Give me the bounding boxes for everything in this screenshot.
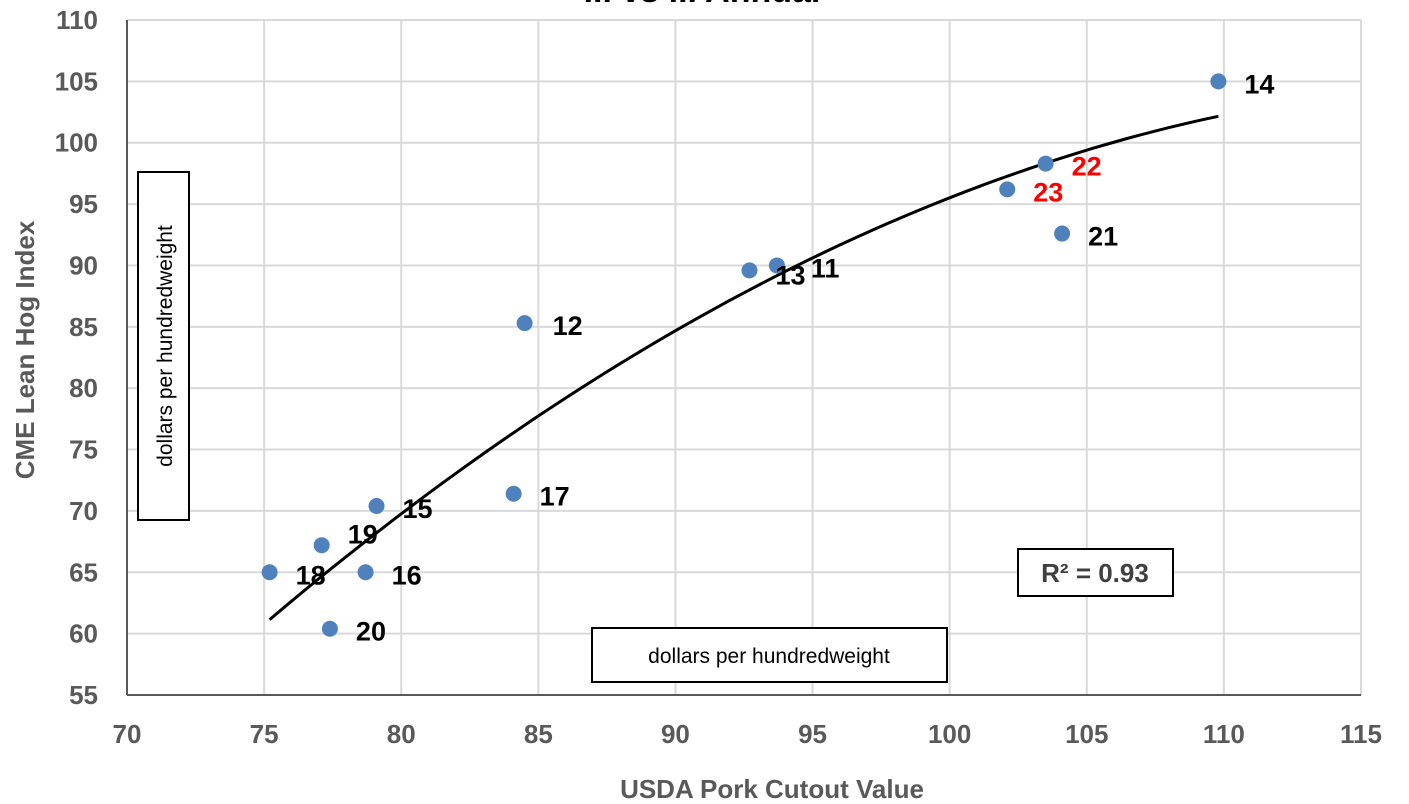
data-point-16 [357,564,374,581]
data-point-21 [1054,225,1071,242]
y-unit-box: dollars per hundredweight [137,171,190,521]
y-tick-labels: 55 60 65 70 75 80 85 90 95 100 105 110 [55,5,98,710]
data-label-14: 14 [1244,69,1274,99]
data-point-22 [1037,155,1054,172]
data-label-16: 16 [392,560,422,590]
y-tick-label: 65 [69,557,98,587]
data-label-23: 23 [1033,177,1063,207]
data-point-18 [261,564,278,581]
x-tick-label: 110 [1203,719,1245,749]
x-unit-box: dollars per hundredweight [591,627,948,683]
gridlines [126,19,1362,696]
x-tick-label: 115 [1340,719,1382,749]
data-point-15 [368,498,385,514]
data-label-19: 19 [348,519,378,549]
data-label-13: 13 [775,260,805,290]
y-tick-label: 85 [69,312,98,342]
chart-title: ... vs ... Annual [584,0,821,10]
x-tick-label: 75 [250,719,279,749]
data-label-21: 21 [1088,222,1118,252]
y-tick-label: 80 [69,373,98,403]
y-tick-label: 90 [69,250,98,280]
data-point-11 [768,257,785,274]
r-squared-box: R² = 0.93 [1017,548,1174,597]
y-tick-label: 110 [56,5,98,35]
data-point-13 [741,262,758,279]
y-axis-title: CME Lean Hog Index [10,220,40,479]
data-label-11: 11 [811,253,840,283]
data-label-18: 18 [296,560,326,590]
data-label-12: 12 [553,311,583,341]
x-tick-label: 80 [387,719,416,749]
data-label-22: 22 [1072,152,1102,182]
data-point-19 [313,537,330,554]
x-tick-label: 105 [1065,719,1108,749]
data-point-23 [999,181,1016,198]
y-tick-label: 100 [55,128,98,158]
data-point-20 [321,620,338,637]
r-squared-text: R² = 0.93 [1041,558,1149,588]
trendline [268,114,1219,621]
x-tick-label: 70 [113,719,142,749]
y-unit-text: dollars per hundredweight [154,225,177,467]
x-tick-label: 100 [928,719,971,749]
x-axis-title: USDA Pork Cutout Value [620,774,924,804]
data-label-15: 15 [403,494,433,524]
axes [126,20,1361,696]
y-tick-label: 60 [69,619,98,649]
point-labels: 11 12 13 14 15 16 17 18 19 20 21 22 23 [296,69,1275,646]
data-point-17 [505,485,522,502]
x-tick-label: 85 [524,719,553,749]
x-unit-text: dollars per hundredweight [648,645,890,668]
y-tick-label: 75 [69,435,98,465]
data-point-12 [516,315,533,332]
y-tick-label: 105 [55,66,98,96]
x-tick-labels: 70 75 80 85 90 95 100 105 110 115 [113,719,1382,749]
y-tick-label: 55 [69,680,98,710]
data-label-17: 17 [540,482,570,512]
x-tick-label: 95 [798,719,827,749]
data-label-20: 20 [356,617,386,647]
x-tick-label: 90 [661,719,690,749]
y-tick-label: 70 [69,496,98,526]
data-points [261,73,1227,637]
y-tick-label: 95 [69,189,98,219]
trendline-path [268,114,1219,621]
data-point-14 [1210,73,1227,90]
